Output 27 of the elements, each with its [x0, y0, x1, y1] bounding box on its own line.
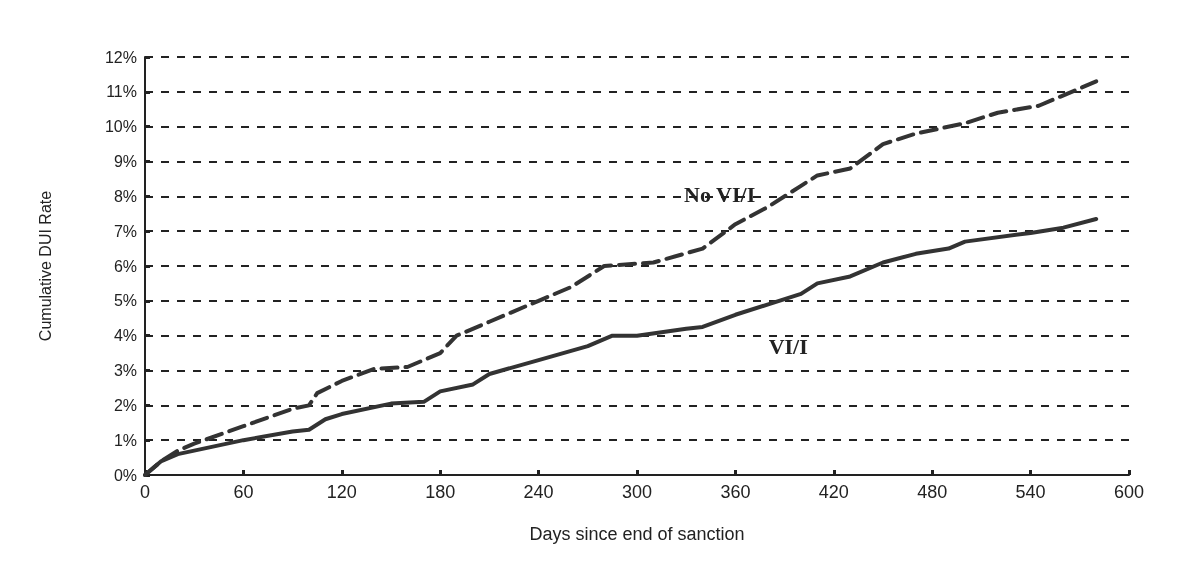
x-tick-label: 60	[233, 482, 254, 502]
x-tick-label: 240	[523, 482, 554, 502]
y-axis-title: Cumulative DUI Rate	[36, 190, 54, 342]
y-tick-label: 4%	[113, 327, 137, 345]
y-tick-label: 8%	[113, 187, 137, 205]
x-tick-label: 480	[917, 482, 948, 502]
x-tick-label: 0	[139, 482, 151, 502]
x-tick-label: 180	[425, 482, 456, 502]
x-tick-label: 120	[326, 482, 357, 502]
x-tick-label: 420	[818, 482, 849, 502]
y-tick-label: 11%	[106, 83, 137, 101]
y-tick-label: 9%	[113, 153, 137, 170]
y-tick-label: 12%	[104, 48, 137, 66]
series-label: VI/I	[768, 333, 808, 359]
y-tick-label: 3%	[113, 362, 137, 379]
y-tick-label: 2%	[113, 396, 137, 414]
x-tick-label: 300	[621, 482, 653, 502]
x-tick-label: 600	[1113, 482, 1145, 502]
y-tick-label: 6%	[113, 257, 137, 275]
x-axis-title: Days since end of sanction	[529, 524, 745, 544]
y-tick-label: 7%	[113, 222, 137, 240]
y-tick-label: 1%	[113, 431, 137, 449]
x-tick-label: 360	[720, 482, 751, 502]
y-tick-label: 0%	[113, 466, 137, 484]
y-tick-label: 5%	[113, 292, 137, 310]
x-tick-label: 540	[1015, 482, 1046, 502]
y-tick-label: 10%	[104, 118, 137, 136]
